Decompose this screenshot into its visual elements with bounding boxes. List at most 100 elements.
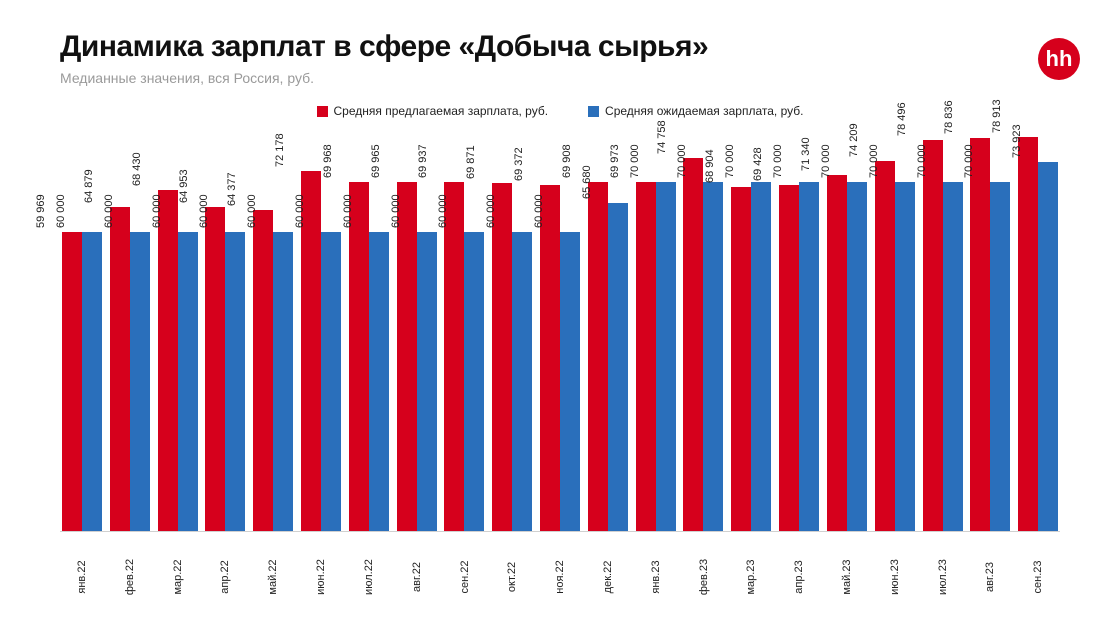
bar-offered: 69 908: [588, 182, 608, 531]
chart-title: Динамика зарплат в сфере «Добыча сырья»: [60, 30, 1060, 64]
bar-value-offered: 69 428: [752, 147, 764, 185]
bar-group: 64 87960 000: [108, 132, 152, 531]
legend-item-expected: Средняя ожидаемая зарплата, руб.: [588, 104, 803, 118]
bar-expected: 70 000: [990, 182, 1010, 531]
x-axis-label: сен.23: [1013, 555, 1063, 599]
legend: Средняя предлагаемая зарплата, руб. Сред…: [60, 104, 1060, 118]
legend-swatch-expected: [588, 106, 599, 117]
bar-value-offered: 68 904: [704, 150, 716, 188]
bar-expected: 70 000: [847, 182, 867, 531]
bar-value-offered: 78 836: [944, 100, 956, 138]
bar-expected: 65 680: [608, 203, 628, 531]
bar-offered: 69 973: [636, 182, 656, 531]
bar-value-expected: 60 000: [438, 194, 450, 232]
bar-group: 74 75870 000: [682, 132, 726, 531]
bar-value-offered: 68 430: [131, 152, 143, 190]
bar-value-expected: 70 000: [916, 144, 928, 182]
bar-expected: 70 000: [751, 182, 771, 531]
bar-value-offered: 69 937: [418, 145, 430, 183]
bar-expected: 60 000: [273, 232, 293, 531]
bar-offered: 69 871: [492, 183, 512, 531]
x-axis-label: окт.22: [487, 555, 537, 599]
legend-swatch-offered: [317, 106, 328, 117]
bar-value-expected: 60 000: [485, 194, 497, 232]
bar-group: 64 37760 000: [251, 132, 295, 531]
logo-text: hh: [1046, 46, 1073, 72]
x-axis-label: дек.22: [583, 555, 633, 599]
x-axis-label: янв.23: [631, 555, 681, 599]
bar-group: 69 97370 000: [634, 132, 678, 531]
bar-value-expected: 65 680: [581, 166, 593, 204]
bar-value-expected: 60 000: [246, 194, 258, 232]
bar-value-offered: 69 908: [561, 145, 573, 183]
bar-value-offered: 69 973: [609, 144, 621, 182]
bar-offered: 74 758: [683, 158, 703, 531]
bar-offered: 59 969: [62, 232, 82, 531]
bar-expected: 60 000: [560, 232, 580, 531]
bar-group: 71 34070 000: [825, 132, 869, 531]
bar-group: 69 90865 680: [586, 132, 630, 531]
bar-value-expected: 70 000: [820, 144, 832, 182]
bar-group: 69 96560 000: [395, 132, 439, 531]
hh-logo: hh: [1038, 38, 1080, 80]
bar-offered: 69 965: [397, 182, 417, 531]
x-axis-label: май.23: [822, 555, 872, 599]
x-axis-label: июл.22: [344, 555, 394, 599]
bar-value-offered: 74 209: [848, 123, 860, 161]
bar-value-expected: 73 923: [1011, 125, 1023, 163]
bar-offered: 78 836: [970, 138, 990, 531]
bar-group: 74 20970 000: [873, 132, 917, 531]
bar-expected: 70 000: [656, 182, 676, 531]
bar-offered: 69 428: [779, 185, 799, 531]
bar-offered: 64 879: [110, 207, 130, 531]
bar-value-offered: 69 968: [322, 144, 334, 182]
bar-value-expected: 60 000: [294, 194, 306, 232]
bar-expected: 60 000: [178, 232, 198, 531]
bar-group: 78 49670 000: [921, 132, 965, 531]
bar-expected: 70 000: [703, 182, 723, 531]
legend-label-expected: Средняя ожидаемая зарплата, руб.: [605, 104, 803, 118]
bar-group: 59 96960 000: [60, 132, 104, 531]
bar-value-offered: 74 758: [657, 121, 669, 159]
bar-offered: 68 904: [731, 187, 751, 531]
bar-group: 78 83670 000: [968, 132, 1012, 531]
bar-value-expected: 70 000: [772, 144, 784, 182]
x-axis-label: июн.22: [296, 555, 346, 599]
bar-offered: 64 377: [253, 210, 273, 531]
bar-expected: 70 000: [943, 182, 963, 531]
x-axis-label: фев.22: [105, 555, 155, 599]
bar-value-expected: 60 000: [390, 194, 402, 232]
bar-expected: 70 000: [895, 182, 915, 531]
x-axis-label: ноя.22: [535, 555, 585, 599]
bar-expected: 60 000: [417, 232, 437, 531]
bar-value-offered: 78 496: [896, 102, 908, 140]
bar-group: 68 90470 000: [729, 132, 773, 531]
bar-group: 69 96860 000: [347, 132, 391, 531]
bar-group: 69 87160 000: [490, 132, 534, 531]
bar-expected: 60 000: [130, 232, 150, 531]
bar-offered: 78 496: [923, 140, 943, 531]
x-axis-label: авг.23: [965, 555, 1015, 599]
bar-group: 69 37260 000: [538, 132, 582, 531]
x-axis-label: май.22: [248, 555, 298, 599]
bar-value-expected: 60 000: [55, 194, 67, 232]
bar-value-offered: 64 953: [179, 169, 191, 207]
bar-offered: 69 937: [444, 182, 464, 531]
x-axis-label: апр.23: [774, 555, 824, 599]
bar-value-expected: 60 000: [199, 194, 211, 232]
bar-value-expected: 60 000: [103, 194, 115, 232]
bar-offered: 64 953: [205, 207, 225, 531]
bar-expected: 60 000: [82, 232, 102, 531]
bar-offered: 69 968: [349, 182, 369, 531]
chart-plot-area: 59 96960 00064 87960 00068 43060 00064 9…: [60, 132, 1060, 532]
bar-value-offered: 72 178: [274, 133, 286, 171]
bar-expected: 60 000: [369, 232, 389, 531]
legend-item-offered: Средняя предлагаемая зарплата, руб.: [317, 104, 549, 118]
bar-offered: 74 209: [875, 161, 895, 531]
bar-value-expected: 60 000: [151, 194, 163, 232]
bar-offered: 71 340: [827, 175, 847, 531]
legend-label-offered: Средняя предлагаемая зарплата, руб.: [334, 104, 549, 118]
bar-value-expected: 70 000: [964, 144, 976, 182]
x-axis-label: апр.22: [200, 555, 250, 599]
bar-value-offered: 78 913: [991, 100, 1003, 138]
